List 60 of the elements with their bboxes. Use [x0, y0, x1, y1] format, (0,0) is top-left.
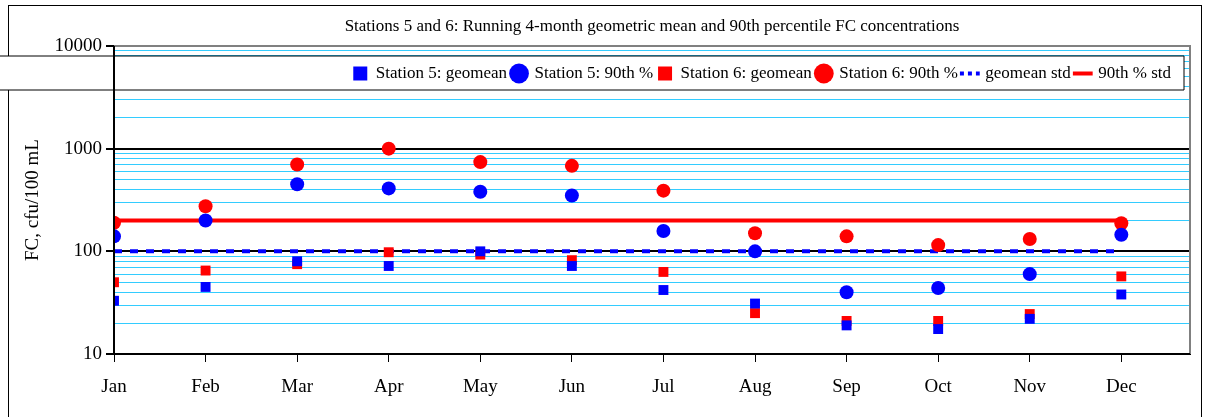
point	[198, 199, 213, 214]
legend-label: Station 6: geomean	[680, 62, 813, 82]
point	[1022, 267, 1037, 282]
point	[381, 141, 396, 156]
point	[748, 226, 763, 241]
point	[656, 183, 671, 198]
point	[658, 266, 669, 277]
x-tick-label: Jan	[101, 375, 128, 397]
point	[564, 158, 579, 173]
point	[1116, 271, 1127, 282]
point	[198, 213, 213, 228]
x-tick-label: Sep	[832, 375, 861, 397]
point	[290, 157, 305, 172]
x-tick-label: Nov	[1013, 375, 1047, 397]
point	[566, 261, 577, 271]
point	[1116, 289, 1127, 300]
point	[473, 155, 488, 170]
x-tick-label: Jul	[652, 375, 675, 397]
point	[656, 223, 671, 238]
point	[1024, 313, 1035, 324]
point	[750, 308, 760, 319]
point	[1114, 227, 1129, 242]
point	[839, 229, 854, 244]
x-tick-label: Mar	[281, 375, 314, 397]
point	[1114, 216, 1129, 231]
y-tick-label: 10	[83, 341, 102, 363]
point	[200, 265, 211, 276]
legend-label: 90th % std	[1098, 62, 1172, 82]
chart-title: Stations 5 and 6: Running 4-month geometric mean and 90th percentile FC concentrations	[344, 16, 960, 36]
x-tick-label: Apr	[373, 375, 405, 397]
point	[841, 320, 852, 331]
y-tick-label: 10000	[54, 33, 102, 55]
point	[933, 324, 944, 334]
point	[381, 181, 396, 196]
y-tick-label: 1000	[64, 136, 102, 158]
y-tick-label: 100	[73, 239, 102, 261]
legend-label: Station 5: 90th %	[534, 62, 654, 82]
point	[750, 298, 760, 309]
point	[931, 280, 946, 295]
x-tick-label: Oct	[924, 375, 953, 397]
point	[931, 238, 946, 253]
point	[290, 177, 305, 192]
legend-label: Station 6: 90th %	[839, 62, 958, 82]
point	[383, 261, 394, 271]
point	[839, 285, 854, 300]
point	[383, 247, 394, 258]
x-tick-label: May	[462, 375, 499, 397]
y-axis-title: FC, cfu/100 mL	[21, 139, 43, 261]
x-tick-label: Jun	[558, 375, 586, 397]
point	[473, 184, 488, 199]
point	[564, 188, 579, 203]
legend-label: geomean std	[985, 62, 1072, 82]
point	[658, 285, 669, 295]
legend-label: Station 5: geomean	[375, 62, 508, 82]
point	[1022, 231, 1037, 246]
x-tick-label: Aug	[738, 375, 772, 397]
x-tick-label: Feb	[191, 375, 220, 397]
point	[200, 281, 211, 292]
point	[748, 244, 763, 259]
x-tick-label: Dec	[1106, 375, 1137, 397]
